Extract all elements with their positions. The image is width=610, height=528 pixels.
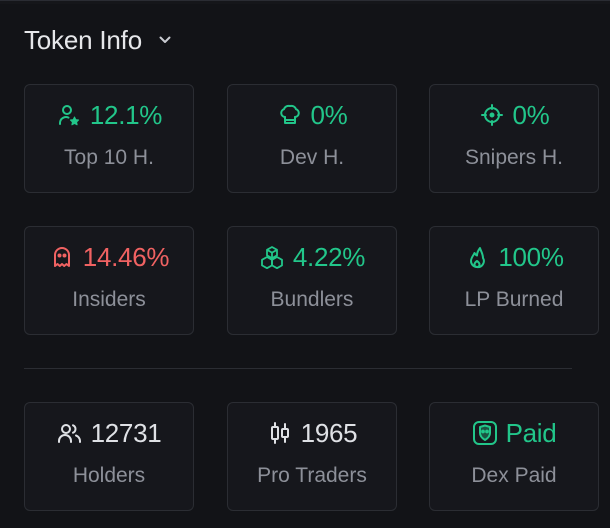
lp-burned-label: LP Burned [464,288,564,311]
boxes-icon [259,244,285,270]
value-row: 4.22% [259,242,365,272]
dex-shield-icon [472,420,498,446]
section-title: Token Info [24,24,142,55]
candlestick-icon [267,420,293,446]
flame-icon [464,244,490,270]
value-row: 14.46% [49,242,169,272]
chef-hat-icon [277,102,303,128]
top10-label: Top 10 H. [64,146,154,169]
dev-holdings-card[interactable]: 0% Dev H. [227,84,397,193]
crosshair-icon [479,102,505,128]
token-info-header[interactable]: Token Info [24,20,172,60]
users-icon [57,420,83,446]
value-row: 12.1% [56,100,162,130]
insiders-label: Insiders [72,288,146,311]
user-star-icon [56,102,82,128]
value-row: 1965 [267,418,358,448]
value-row: 100% [464,241,564,272]
value-row: Paid [472,418,557,448]
pro-traders-label: Pro Traders [257,464,367,487]
chevron-down-icon[interactable] [158,33,172,47]
snipers-holdings-card[interactable]: 0% Snipers H. [429,84,599,193]
value-row: 0% [479,100,550,130]
pro-traders-value: 1965 [300,417,358,448]
lp-burned-value: 100% [498,241,564,272]
dex-paid-value: Paid [505,417,557,448]
lp-burned-card[interactable]: 100% LP Burned [429,226,599,335]
value-row: 0% [277,100,348,130]
value-row: 12731 [57,418,162,448]
holders-label: Holders [72,464,146,487]
bundlers-value: 4.22% [292,241,366,272]
holders-card[interactable]: 12731 Holders [24,402,194,511]
bundlers-label: Bundlers [270,288,354,311]
top-divider [0,0,610,4]
section-divider [24,368,572,369]
top10-value: 12.1% [89,99,163,130]
insiders-card[interactable]: 14.46% Insiders [24,226,194,335]
dev-label: Dev H. [279,146,345,169]
snipers-label: Snipers H. [464,146,564,169]
snipers-value: 0% [512,99,550,130]
dev-value: 0% [310,99,348,130]
top10-holders-card[interactable]: 12.1% Top 10 H. [24,84,194,193]
ghost-icon [49,244,75,270]
dex-paid-card[interactable]: Paid Dex Paid [429,402,599,511]
holders-value: 12731 [90,417,162,448]
insiders-value: 14.46% [82,241,170,272]
bundlers-card[interactable]: 4.22% Bundlers [227,226,397,335]
dex-paid-label: Dex Paid [471,464,557,487]
pro-traders-card[interactable]: 1965 Pro Traders [227,402,397,511]
